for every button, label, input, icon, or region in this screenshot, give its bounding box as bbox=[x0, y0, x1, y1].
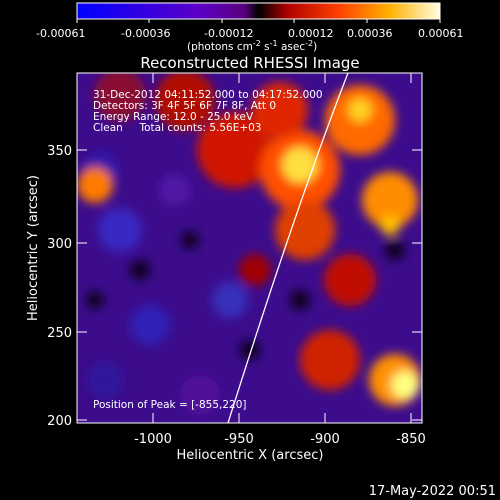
annotation-detectors: Detectors: 3F 4F 5F 6F 7F 8F, Att 0 bbox=[93, 100, 276, 112]
x-axis-label: Heliocentric X (arcsec) bbox=[177, 448, 324, 463]
colorbar-tick-label: 0.00036 bbox=[347, 27, 393, 40]
solar-image bbox=[77, 73, 422, 423]
axis-ticks bbox=[77, 73, 422, 423]
y-tick-label: 300 bbox=[47, 237, 72, 252]
colorbar-tick-label: 0.00061 bbox=[418, 27, 464, 40]
colorbar-tick-label: -0.00036 bbox=[121, 27, 170, 40]
annotation-energy-range: Energy Range: 12.0 - 25.0 keV bbox=[93, 111, 254, 123]
plot-title: Reconstructed RHESSI Image bbox=[140, 54, 359, 72]
annotation-peak-position: Position of Peak = [-855,220] bbox=[93, 399, 247, 411]
colorbar: -0.00061 -0.00036 -0.00012 0.00012 0.000… bbox=[36, 2, 464, 53]
y-tick-label: 200 bbox=[47, 414, 72, 429]
x-tick-label: -950 bbox=[224, 432, 254, 447]
y-axis-label: Heliocentric Y (arcsec) bbox=[26, 175, 41, 321]
x-tick-label: -900 bbox=[310, 432, 340, 447]
colorbar-tick-label: -0.00061 bbox=[36, 27, 85, 40]
colorbar-gradient bbox=[76, 2, 441, 20]
colorbar-tick-label: -0.00012 bbox=[204, 27, 253, 40]
y-tick-label: 250 bbox=[47, 326, 72, 341]
x-tick-label: -850 bbox=[396, 432, 426, 447]
annotation-clean-counts: Clean Total counts: 5.56E+03 bbox=[93, 122, 262, 134]
annotation-time-range: 31-Dec-2012 04:11:52.000 to 04:17:52.000 bbox=[93, 89, 323, 101]
colorbar-tick-label: 0.00012 bbox=[288, 27, 334, 40]
footer-timestamp: 17-May-2022 00:51 bbox=[369, 484, 496, 499]
solar-limb-line bbox=[227, 73, 349, 423]
colorbar-unit-label: (photons cm-2 s-1 asec-2) bbox=[187, 39, 317, 53]
x-tick-label: -1000 bbox=[134, 432, 172, 447]
y-tick-label: 350 bbox=[47, 144, 72, 159]
plot-frame bbox=[76, 72, 423, 424]
